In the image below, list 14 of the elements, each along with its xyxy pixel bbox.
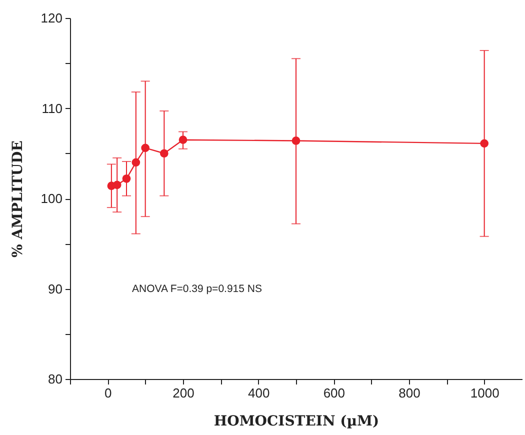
x-tick-label: 1000	[470, 386, 500, 400]
y-tick-label: 90	[48, 281, 62, 296]
x-tick-label: 0	[104, 386, 112, 400]
y-tick-label: 110	[42, 100, 62, 116]
x-tick-label: 400	[248, 386, 270, 400]
annotation: ANOVA F=0.39 p=0.915 NS	[132, 283, 262, 295]
y-tick-label: 100	[40, 191, 62, 206]
x-tick-label: 600	[323, 386, 346, 400]
x-tick-label: 200	[172, 386, 194, 400]
y-tick-label: 120	[40, 10, 62, 26]
y-axis-title: % AMPLITUDE	[10, 140, 26, 258]
x-axis-title: HOMOCISTEIN (µM)	[214, 414, 380, 430]
x-tick-label: 800	[398, 386, 420, 400]
y-tick-label: 80	[48, 372, 62, 386]
